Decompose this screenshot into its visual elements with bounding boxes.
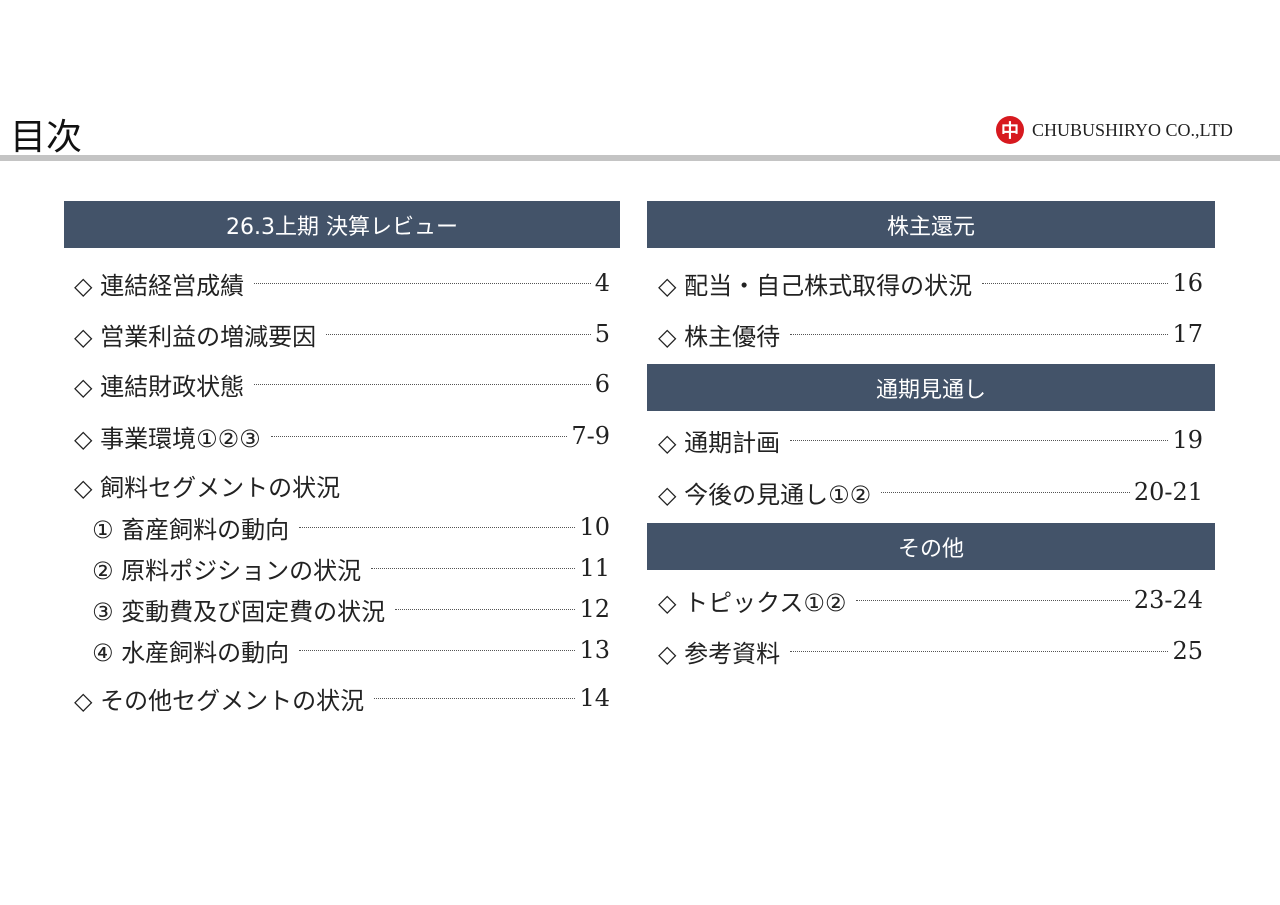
- toc-item-label: ◇ 参考資料: [658, 639, 781, 668]
- toc-item[interactable]: ◇ トピックス①② 23-24: [658, 583, 1203, 617]
- toc-item[interactable]: ① 畜産飼料の動向 10: [92, 510, 610, 544]
- section-header: 株主還元: [647, 201, 1215, 248]
- toc-page-number: 11: [579, 554, 610, 582]
- toc-item-label: ③ 変動費及び固定費の状況: [92, 597, 386, 626]
- dot-leader: [881, 491, 1130, 493]
- logo-mark-icon: 中: [996, 116, 1024, 144]
- toc-item-label: ◇ 飼料セグメントの状況: [74, 473, 341, 502]
- toc-page-number: 6: [594, 370, 610, 398]
- toc-item-label: ◇ 配当・自己株式取得の状況: [658, 271, 973, 300]
- page-title: 目次: [10, 117, 83, 158]
- toc-page-number: 5: [594, 320, 610, 348]
- dot-leader: [790, 439, 1169, 441]
- section-header: その他: [647, 523, 1215, 570]
- toc-item-label: ◇ 今後の見通し①②: [658, 480, 872, 509]
- header-divider: [0, 155, 1280, 161]
- dot-leader: [982, 282, 1169, 284]
- dot-leader: [856, 599, 1130, 601]
- toc-page-number: 17: [1172, 320, 1203, 348]
- toc-page-number: 19: [1172, 426, 1203, 454]
- toc-page-number: 10: [579, 513, 610, 541]
- dot-leader: [299, 649, 576, 651]
- toc-item[interactable]: ◇ その他セグメントの状況 14: [74, 681, 610, 715]
- dot-leader: [254, 282, 591, 284]
- section-header: 通期見通し: [647, 364, 1215, 411]
- toc-item[interactable]: ◇ 通期計画 19: [658, 423, 1203, 457]
- toc-item[interactable]: ◇ 今後の見通し①② 20-21: [658, 475, 1203, 509]
- dot-leader: [299, 526, 576, 528]
- toc-page-number: 16: [1172, 269, 1203, 297]
- toc-item[interactable]: ② 原料ポジションの状況 11: [92, 551, 610, 585]
- toc-item[interactable]: ◇ 営業利益の増減要因 5: [74, 317, 610, 351]
- company-logo: 中 CHUBUSHIRYO CO.,LTD: [996, 116, 1233, 144]
- toc-page-number: 20-21: [1133, 478, 1203, 506]
- toc-item-label: ◇ その他セグメントの状況: [74, 686, 365, 715]
- toc-item-label: ① 畜産飼料の動向: [92, 515, 290, 544]
- dot-leader: [326, 333, 591, 335]
- toc-item-label: ◇ 通期計画: [658, 428, 781, 457]
- dot-leader: [371, 567, 576, 569]
- toc-item[interactable]: ◇ 飼料セグメントの状況: [74, 468, 610, 502]
- dot-leader: [254, 383, 591, 385]
- toc-item[interactable]: ◇ 配当・自己株式取得の状況 16: [658, 266, 1203, 300]
- toc-item-label: ④ 水産飼料の動向: [92, 638, 290, 667]
- toc-item-label: ◇ 連結財政状態: [74, 372, 245, 401]
- toc-page-number: 12: [579, 595, 610, 623]
- toc-page-number: 7-9: [571, 422, 610, 450]
- toc-item-label: ② 原料ポジションの状況: [92, 556, 362, 585]
- dot-leader: [790, 650, 1169, 652]
- dot-leader: [790, 333, 1169, 335]
- toc-page-number: 13: [579, 636, 610, 664]
- toc-item-label: ◇ トピックス①②: [658, 588, 847, 617]
- toc-item-label: ◇ 事業環境①②③: [74, 424, 261, 453]
- toc-item[interactable]: ◇ 株主優待 17: [658, 317, 1203, 351]
- toc-item[interactable]: ◇ 連結経営成績 4: [74, 266, 610, 300]
- toc-item-label: ◇ 連結経営成績: [74, 271, 245, 300]
- toc-item-label: ◇ 営業利益の増減要因: [74, 322, 317, 351]
- toc-item-label: ◇ 株主優待: [658, 322, 781, 351]
- toc-page-number: 25: [1172, 637, 1203, 665]
- dot-leader: [374, 697, 576, 699]
- toc-page-number: 14: [579, 684, 610, 712]
- toc-item[interactable]: ◇ 連結財政状態 6: [74, 367, 610, 401]
- toc-item[interactable]: ◇ 参考資料 25: [658, 634, 1203, 668]
- toc-page-number: 23-24: [1133, 586, 1203, 614]
- toc-item[interactable]: ③ 変動費及び固定費の状況 12: [92, 592, 610, 626]
- dot-leader: [270, 435, 568, 437]
- toc-page-number: 4: [594, 269, 610, 297]
- dot-leader: [395, 608, 576, 610]
- section-header: 26.3上期 決算レビュー: [64, 201, 620, 248]
- toc-item[interactable]: ④ 水産飼料の動向 13: [92, 633, 610, 667]
- toc-item[interactable]: ◇ 事業環境①②③ 7-9: [74, 419, 610, 453]
- logo-text: CHUBUSHIRYO CO.,LTD: [1032, 119, 1233, 140]
